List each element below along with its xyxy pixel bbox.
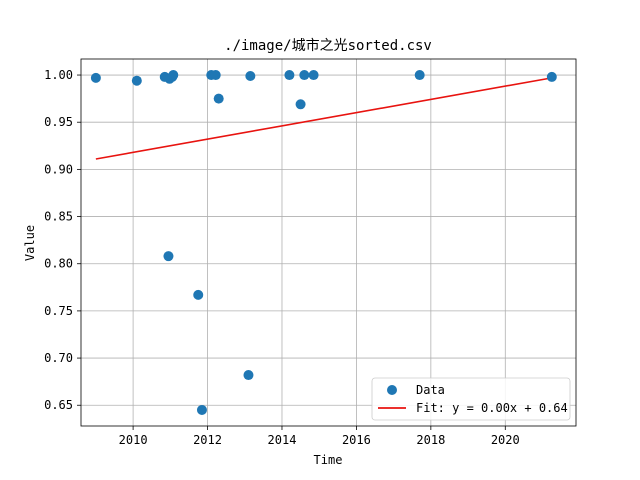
y-tick-label: 0.70 [44, 351, 73, 365]
x-axis-label: Time [314, 453, 343, 467]
data-point [168, 70, 179, 81]
x-tick-label: 2018 [416, 433, 445, 447]
legend-box [371, 377, 571, 421]
x-tick-label: 2012 [193, 433, 222, 447]
legend-marker-data [387, 385, 397, 395]
data-point [414, 70, 425, 81]
plot-frame [80, 58, 577, 427]
y-axis-label: Value [23, 225, 37, 261]
data-point [308, 70, 319, 81]
data-points-layer [90, 70, 557, 415]
x-tick-label: 2016 [342, 433, 371, 447]
chart-title: ./image/城市之光sorted.csv [224, 37, 432, 54]
axis-ticks: 2010 2012 2014 2016 2018 2020 0.65 0.70 0.75 0.80… [44, 68, 520, 447]
data-point [295, 99, 306, 110]
x-tick-label: 2020 [491, 433, 520, 447]
data-point [131, 75, 142, 86]
legend-label-data: Data [416, 383, 445, 397]
y-tick-label: 0.95 [44, 115, 73, 129]
data-point [163, 251, 174, 262]
y-tick-label: 0.90 [44, 162, 73, 176]
data-point [213, 93, 224, 104]
y-tick-label: 0.85 [44, 210, 73, 224]
x-tick-label: 2014 [268, 433, 297, 447]
y-tick-label: 0.75 [44, 304, 73, 318]
legend-label-fit: Fit: y = 0.00x + 0.64 [416, 401, 568, 415]
y-tick-label: 1.00 [44, 68, 73, 82]
data-point [546, 71, 557, 82]
fit-line [95, 77, 552, 160]
data-point [193, 289, 204, 300]
data-point [210, 70, 221, 81]
legend: Data Fit: y = 0.00x + 0.64 [371, 377, 571, 421]
fit-line-layer [95, 77, 552, 160]
grid [81, 59, 576, 426]
data-point [245, 70, 256, 81]
data-point [243, 370, 254, 381]
y-tick-label: 0.80 [44, 257, 73, 271]
data-point [90, 72, 101, 83]
data-point [196, 404, 207, 415]
x-tick-label: 2010 [119, 433, 148, 447]
y-tick-label: 0.65 [44, 398, 73, 412]
data-point [299, 70, 310, 81]
data-point [284, 70, 295, 81]
